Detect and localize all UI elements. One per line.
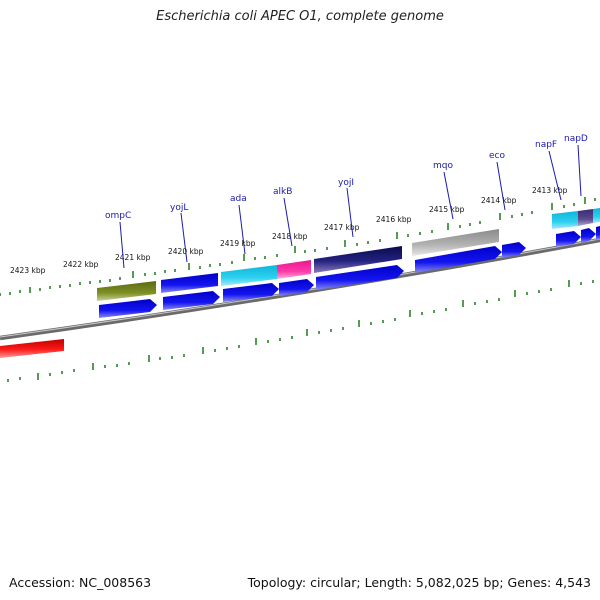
- map-title: Escherichia coli APEC O1, complete genom…: [156, 9, 444, 24]
- gene-leader-lines: [119, 144, 582, 269]
- kbp-label: 2419 kbp: [220, 239, 256, 248]
- kbp-label: 2422 kbp: [63, 260, 99, 269]
- gene-label-yojL: yojL: [170, 203, 188, 213]
- category-block-yojl: [161, 273, 218, 293]
- cds-arrow: [415, 246, 502, 273]
- gene-label-eco: eco: [489, 151, 505, 161]
- cds-arrow: [502, 242, 526, 258]
- cds-arrow: [596, 226, 600, 240]
- gene-label-alkB: alkB: [273, 187, 292, 197]
- gene-label-yojI: yojI: [338, 178, 354, 188]
- kbp-label: 2416 kbp: [376, 215, 412, 224]
- category-block-ada: [221, 265, 277, 286]
- category-block-napf: [552, 211, 578, 229]
- cds-arrow: [556, 231, 581, 247]
- category-block-mqo: [412, 229, 499, 256]
- rna-feature: [0, 339, 64, 358]
- cds-arrow: [316, 265, 404, 290]
- cds-arrow: [223, 283, 279, 302]
- accession-text: Accession: NC_008563: [9, 575, 152, 590]
- kbp-label: 2415 kbp: [429, 205, 465, 214]
- gene-label-ada: ada: [230, 194, 247, 204]
- gene-label-ompC: ompC: [105, 211, 131, 221]
- genome-summary-text: Topology: circular; Length: 5,082,025 bp…: [247, 575, 591, 590]
- cds-arrow: [163, 291, 220, 310]
- kbp-label: 2417 kbp: [324, 223, 360, 232]
- kbp-label: 2418 kbp: [272, 232, 308, 241]
- gene-label-mqo: mqo: [433, 161, 453, 171]
- outer-tick-ruler: [0, 197, 596, 296]
- kbp-label: 2413 kbp: [532, 186, 568, 195]
- inner-tick-ruler: [7, 280, 594, 382]
- category-block-ompc: [97, 281, 156, 301]
- category-blocks: [97, 208, 600, 301]
- category-block-napd-end: [593, 208, 600, 223]
- cds-arrows: [99, 226, 600, 318]
- gene-label-napD: napD: [564, 134, 588, 144]
- category-block-alkb: [277, 260, 311, 279]
- kbp-label: 2423 kbp: [10, 266, 46, 275]
- gene-label-napF: napF: [535, 140, 557, 150]
- gene-labels: ompC yojL ada alkB yojI mqo eco napF nap…: [105, 134, 588, 221]
- cds-arrow: [581, 228, 596, 243]
- cds-arrow: [279, 279, 314, 296]
- kbp-label: 2421 kbp: [115, 253, 151, 262]
- category-block-yoji: [314, 246, 402, 273]
- kbp-label: 2414 kbp: [481, 196, 517, 205]
- category-block-napd: [578, 209, 593, 226]
- cds-arrow: [99, 299, 157, 318]
